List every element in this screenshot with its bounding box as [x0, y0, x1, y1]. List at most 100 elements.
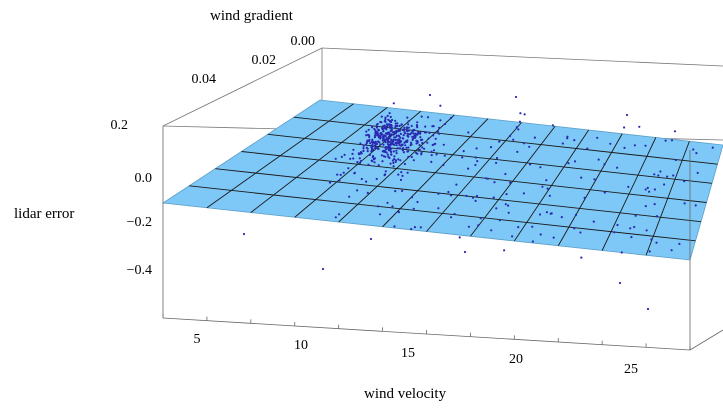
data-point: [392, 165, 395, 168]
data-point: [385, 148, 388, 151]
data-point: [694, 204, 697, 207]
data-point: [407, 126, 410, 129]
bounding-box-front: [162, 126, 723, 351]
data-point: [423, 147, 426, 150]
data-point: [374, 140, 377, 143]
data-point: [552, 236, 555, 239]
data-point: [633, 225, 636, 229]
data-point: [545, 211, 549, 214]
data-point: [616, 223, 619, 227]
data-point: [328, 181, 332, 184]
x-tick-label: 5: [194, 332, 201, 347]
data-point: [378, 135, 381, 138]
data-point: [522, 142, 526, 145]
data-point: [356, 161, 359, 164]
data-point: [415, 142, 418, 145]
data-point: [427, 137, 430, 140]
x-tick-label: 15: [401, 346, 415, 361]
data-point: [476, 160, 479, 163]
data-point: [398, 124, 401, 127]
data-point: [514, 95, 518, 99]
data-point: [400, 171, 403, 174]
data-point: [393, 155, 396, 158]
data-point: [369, 142, 372, 145]
data-point: [392, 102, 395, 105]
plane-grid: [189, 103, 718, 256]
grid-line: [215, 168, 702, 223]
data-point: [366, 139, 369, 142]
data-point: [486, 177, 489, 180]
data-point: [416, 133, 419, 136]
data-point: [566, 137, 569, 140]
data-point: [404, 144, 407, 147]
data-point: [402, 147, 405, 150]
data-point: [474, 199, 477, 202]
data-point: [369, 237, 373, 241]
data-point: [504, 203, 507, 206]
data-point: [379, 132, 382, 135]
data-point: [659, 170, 662, 173]
data-point: [421, 141, 424, 145]
data-point: [418, 144, 421, 147]
data-point: [411, 138, 414, 141]
data-point: [386, 132, 389, 136]
data-point: [415, 139, 418, 142]
data-point: [382, 143, 385, 146]
data-point: [512, 138, 515, 141]
data-point: [398, 144, 401, 147]
data-point: [410, 124, 413, 128]
data-point: [401, 143, 404, 146]
data-point: [432, 134, 435, 137]
data-point: [403, 141, 406, 144]
data-point: [365, 130, 368, 133]
data-point: [673, 130, 677, 133]
data-point: [412, 159, 415, 162]
data-point: [437, 192, 440, 195]
data-point: [644, 205, 647, 208]
data-point: [377, 147, 380, 151]
data-point: [391, 159, 394, 162]
data-point: [388, 123, 391, 126]
grid-line: [293, 116, 718, 165]
data-point: [380, 154, 383, 157]
data-point: [386, 140, 389, 143]
data-point: [338, 179, 341, 182]
data-point: [655, 215, 659, 218]
data-point: [461, 156, 464, 159]
data-point: [432, 149, 436, 152]
data-point: [428, 93, 432, 97]
data-point: [629, 227, 632, 230]
data-point: [380, 115, 383, 118]
data-point: [396, 147, 399, 150]
data-point: [405, 126, 408, 129]
data-point: [397, 134, 400, 137]
data-point: [386, 123, 389, 126]
data-point: [388, 156, 391, 160]
data-point: [389, 162, 392, 165]
data-point: [450, 194, 453, 197]
x-tick-label: 10: [294, 338, 308, 353]
data-point: [401, 189, 404, 192]
data-point: [394, 136, 397, 139]
data-point: [367, 128, 370, 131]
data-point: [566, 135, 569, 138]
data-point: [385, 151, 388, 154]
data-point: [387, 131, 391, 134]
data-point: [242, 232, 246, 236]
data-point: [374, 131, 377, 134]
data-point: [692, 148, 695, 151]
data-point: [395, 129, 398, 132]
data-point: [376, 134, 379, 137]
data-point: [368, 153, 371, 156]
data-point: [634, 214, 637, 217]
data-point: [529, 163, 532, 166]
data-point: [402, 137, 405, 140]
data-point: [593, 178, 596, 181]
data-point: [655, 241, 658, 244]
data-point: [561, 142, 564, 145]
data-point: [362, 144, 365, 147]
data-point: [586, 147, 589, 150]
data-point: [670, 139, 674, 142]
data-point: [365, 134, 368, 137]
